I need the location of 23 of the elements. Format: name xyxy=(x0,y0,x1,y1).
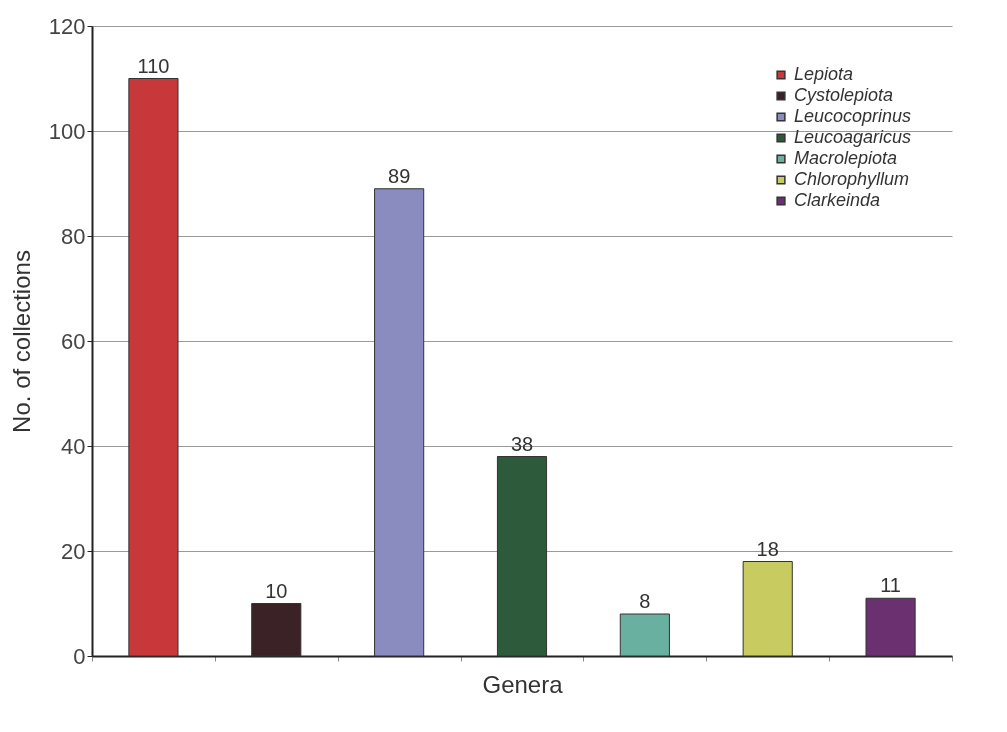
legend-label: Lepiota xyxy=(794,64,854,84)
legend-label: Chlorophyllum xyxy=(794,169,910,189)
data-label: 18 xyxy=(756,537,779,560)
y-tick-label: 40 xyxy=(61,433,86,459)
legend-label: Leucocoprinus xyxy=(794,106,912,126)
data-label: 10 xyxy=(265,579,288,602)
y-tick-label: 120 xyxy=(48,13,86,39)
legend-label: Leucoagaricus xyxy=(794,127,912,147)
data-label: 8 xyxy=(639,590,651,612)
legend-label: Cystolepiota xyxy=(794,85,894,105)
data-label: 11 xyxy=(880,574,901,597)
y-tick-label: 20 xyxy=(61,538,86,564)
y-tick-label: 60 xyxy=(61,328,86,354)
legend-label: Clarkeinda xyxy=(794,190,881,210)
legend-label: Macrolepiota xyxy=(794,148,898,168)
y-axis-title: No. of collections xyxy=(7,250,35,433)
data-label: 38 xyxy=(510,432,534,455)
y-tick-label: 100 xyxy=(48,118,86,144)
y-tick-label: 0 xyxy=(73,643,86,669)
data-label: 89 xyxy=(388,164,411,187)
y-tick-label: 80 xyxy=(61,223,86,249)
data-label: 110 xyxy=(137,54,170,77)
x-axis-title: Genera xyxy=(482,671,564,698)
